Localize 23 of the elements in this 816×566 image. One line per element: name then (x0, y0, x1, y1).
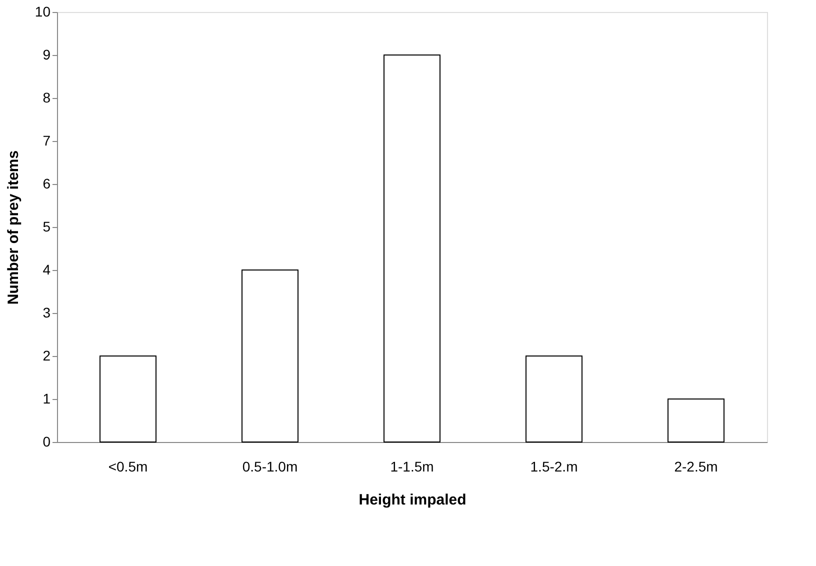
bar (526, 356, 582, 442)
y-tick-label: 1 (42, 390, 51, 406)
y-tick-label: 3 (42, 304, 51, 320)
x-tick-label: 1.5-2.m (530, 458, 578, 474)
y-tick-label: 9 (42, 46, 51, 62)
bar (242, 270, 298, 442)
y-tick-label: 0 (42, 434, 51, 450)
y-tick-label: 4 (42, 262, 51, 278)
y-axis-title: Number of prey items (4, 150, 22, 305)
bar (668, 398, 724, 442)
x-tick-label: 2-2.5m (674, 458, 718, 474)
y-tick-label: 8 (42, 90, 51, 106)
y-tick-label: 2 (42, 348, 51, 364)
bar (100, 356, 156, 442)
y-tick-label: 6 (42, 176, 51, 192)
x-tick-label: 0.5-1.0m (242, 458, 298, 474)
x-tick-label: <0.5m (108, 458, 148, 474)
y-tick-label: 7 (42, 132, 51, 148)
y-tick-label: 5 (42, 218, 51, 234)
x-tick-label: 1-1.5m (390, 458, 434, 474)
x-axis-title: Height impaled (358, 492, 466, 508)
y-tick-label: 10 (34, 4, 51, 20)
bar (384, 54, 440, 442)
